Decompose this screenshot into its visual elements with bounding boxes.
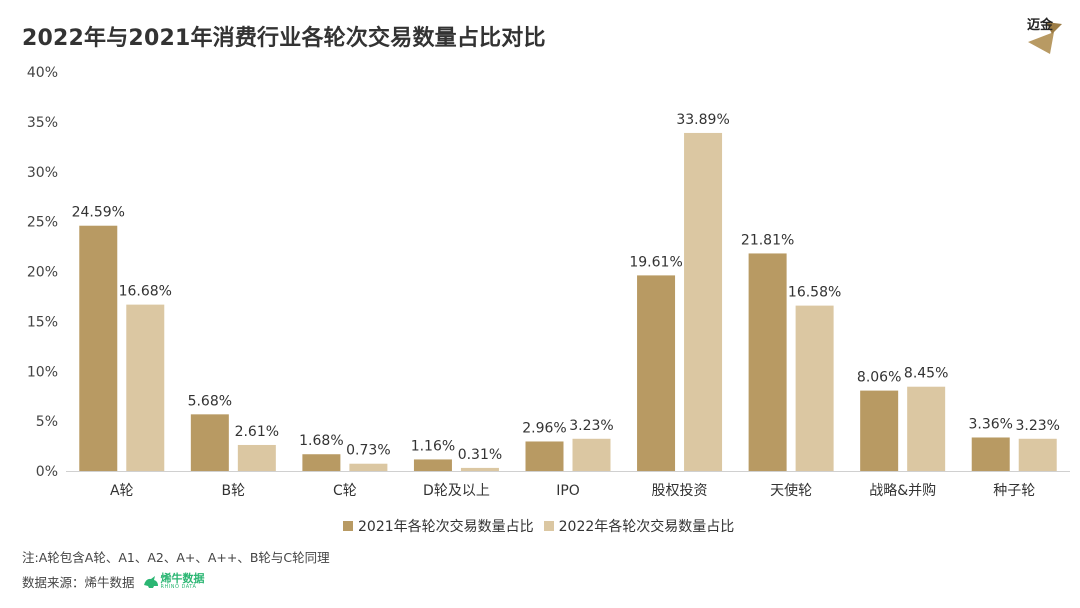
bar-value-label: 1.68% — [299, 433, 343, 449]
y-axis-labels: 0% 5% 10% 15% 20% 25% 30% 35% 40% — [27, 65, 58, 480]
bar-2022 — [684, 132, 723, 471]
legend-item-2021: 2021年各轮次交易数量占比 — [343, 516, 534, 536]
rhino-logo-main: 烯牛数据 — [160, 572, 205, 585]
bar-2021 — [637, 275, 676, 471]
bar-2021 — [413, 459, 452, 471]
data-source-label: 数据来源：烯牛数据 — [22, 575, 135, 590]
bar-2022 — [126, 304, 165, 471]
bar-2022 — [460, 467, 499, 471]
y-tick-label: 35% — [27, 115, 58, 131]
bar-value-label: 2.96% — [522, 420, 566, 436]
brand-logo-mark-icon — [1028, 22, 1062, 54]
legend-swatch-2022 — [543, 521, 554, 531]
x-tick-label: 种子轮 — [993, 483, 1035, 499]
brand-logo: 迈金 — [1024, 18, 1064, 56]
x-tick-label: B轮 — [222, 483, 246, 499]
x-tick-label: 战略&并购 — [869, 483, 936, 499]
y-tick-label: 25% — [27, 215, 58, 231]
legend-item-2022: 2022年各轮次交易数量占比 — [543, 516, 735, 536]
y-tick-label: 40% — [27, 65, 58, 81]
bar-value-label: 21.81% — [741, 232, 794, 248]
bar-2021 — [971, 437, 1010, 471]
bar-value-label: 3.36% — [968, 416, 1012, 432]
bar-value-label: 3.23% — [1015, 418, 1059, 434]
bar-value-label: 19.61% — [629, 254, 682, 270]
y-tick-label: 10% — [27, 364, 58, 380]
bar-value-label: 16.68% — [119, 284, 172, 300]
y-tick-label: 30% — [27, 165, 58, 181]
x-tick-label: D轮及以上 — [423, 483, 490, 499]
bars — [79, 132, 1057, 471]
x-tick-label: C轮 — [333, 483, 357, 499]
bar-2022 — [349, 463, 388, 471]
bar-2022 — [1018, 438, 1057, 471]
bar-value-label: 2.61% — [235, 424, 279, 440]
x-tick-label: 股权投资 — [652, 483, 708, 499]
x-tick-label: IPO — [556, 483, 580, 499]
bar-value-label: 16.58% — [788, 285, 841, 301]
bar-value-label: 0.73% — [346, 443, 390, 459]
bar-value-label: 33.89% — [676, 112, 729, 128]
y-tick-label: 5% — [36, 414, 58, 430]
bar-value-label: 8.45% — [904, 366, 948, 382]
data-source: 数据来源：烯牛数据 烯牛数据 RHINO DATA — [22, 572, 205, 591]
bar-2021 — [860, 390, 899, 471]
bar-2022 — [237, 444, 276, 471]
rhino-data-logo: 烯牛数据 RHINO DATA — [143, 573, 205, 590]
bar-2022 — [907, 386, 946, 471]
x-axis-labels: A轮 B轮 C轮 D轮及以上 IPO 股权投资 天使轮 战略&并购 种子轮 — [110, 482, 1035, 499]
bar-value-label: 24.59% — [72, 205, 125, 221]
footnote: 注:A轮包含A轮、A1、A2、A+、A++、B轮与C轮同理 — [22, 550, 330, 565]
y-tick-label: 0% — [36, 464, 58, 480]
legend-label-2021: 2021年各轮次交易数量占比 — [358, 519, 534, 535]
brand-logo-text: 迈金 — [1026, 18, 1053, 33]
y-tick-label: 15% — [27, 314, 58, 330]
bar-value-label: 5.68% — [188, 393, 232, 409]
bar-value-labels: 24.59% 16.68% 5.68%2.61% 1.68%0.73% 1.16%0.3… — [72, 112, 1060, 463]
bar-2021 — [79, 225, 118, 471]
bar-value-label: 0.31% — [458, 447, 502, 463]
legend-label-2022: 2022年各轮次交易数量占比 — [558, 519, 735, 535]
bar-value-label: 1.16% — [411, 438, 455, 454]
chart-legend: 2021年各轮次交易数量占比 2022年各轮次交易数量占比 — [343, 516, 744, 536]
bar-chart: 0% 5% 10% 15% 20% 25% 30% 35% 40% 24.59% 16.68% 5.… — [27, 65, 1070, 499]
rhino-logo-sub: RHINO DATA — [160, 584, 197, 590]
bar-2021 — [748, 253, 787, 471]
rhino-icon — [143, 575, 158, 588]
bar-2022 — [572, 438, 611, 471]
x-tick-label: A轮 — [110, 483, 134, 499]
y-tick-label: 20% — [27, 265, 58, 281]
bar-value-label: 3.23% — [569, 418, 613, 434]
chart-title: 2022年与2021年消费行业各轮次交易数量占比对比 — [22, 26, 546, 51]
bar-2021 — [190, 414, 229, 471]
bar-2022 — [795, 305, 834, 471]
bar-value-label: 8.06% — [857, 370, 901, 386]
x-tick-label: 天使轮 — [770, 482, 812, 499]
bar-2021 — [302, 454, 341, 471]
legend-swatch-2021 — [343, 521, 353, 531]
bar-2021 — [525, 441, 564, 471]
